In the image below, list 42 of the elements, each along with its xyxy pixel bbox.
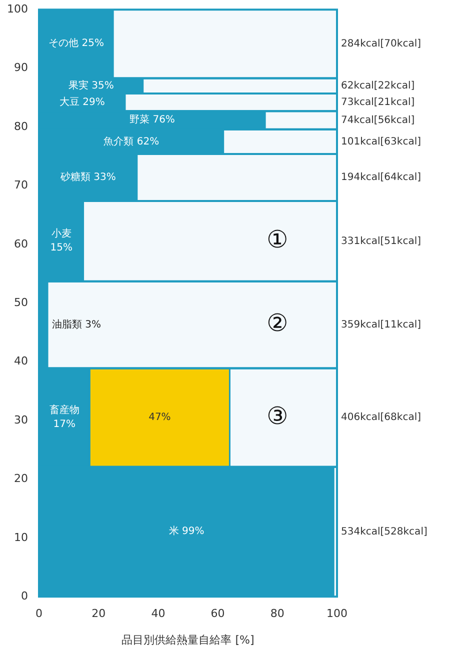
band-label: 101kcal[63kcal] [341,136,422,148]
y-tick-label: 0 [20,589,28,602]
band-label: 406kcal[68kcal] [341,412,422,424]
y-tick-label: 60 [14,237,28,250]
y-tick-label: 40 [14,354,28,368]
x-tick-label: 20 [92,607,106,620]
x-tick-label: 60 [210,607,225,620]
data-label: その他 25% [48,37,104,50]
y-tick-label: 20 [14,472,28,486]
data-label: 47% [148,412,171,424]
annotation: ① [266,225,288,254]
annotation: ② [266,309,288,338]
y-tick-label: 50 [14,296,28,309]
data-label: 砂糖類 33% [59,171,116,184]
band-label: 62kcal[22kcal] [341,80,415,92]
data-label: 野菜 76% [130,114,175,126]
x-axis-title: 品目別供給熱量自給率 [%] [122,633,254,646]
band-label: 284kcal[70kcal] [341,38,422,50]
data-label: 大豆 29% [60,96,105,108]
band-label: 534kcal[528kcal] [341,526,428,538]
data-label: 魚介類 62% [104,135,160,148]
band-label: 359kcal[11kcal] [341,319,422,330]
data-label: 小麦 15% [50,227,72,254]
annotation: ③ [266,402,288,430]
band-label: 73kcal[21kcal] [341,96,415,108]
x-tick-label: 100 [326,607,348,620]
band-label: 74kcal[56kcal] [341,114,415,126]
band-label: 331kcal[51kcal] [341,236,422,247]
x-tick-label: 0 [35,607,42,620]
y-tick-label: 80 [14,120,28,133]
band-label: 194kcal[64kcal] [341,172,422,184]
y-tick-label: 10 [14,530,28,544]
y-tick-label: 90 [14,61,28,74]
x-tick-label: 80 [270,607,284,620]
data-label: 米 99% [168,525,204,538]
y-tick-label: 70 [14,178,28,192]
y-tick-label: 30 [14,413,28,426]
data-label: 油脂類 3% [52,318,101,330]
y-tick-label: 100 [6,2,28,16]
data-label: 果実 35% [68,80,114,92]
data-label: 畜産物 17% [49,404,80,430]
x-tick-label: 40 [151,607,166,620]
